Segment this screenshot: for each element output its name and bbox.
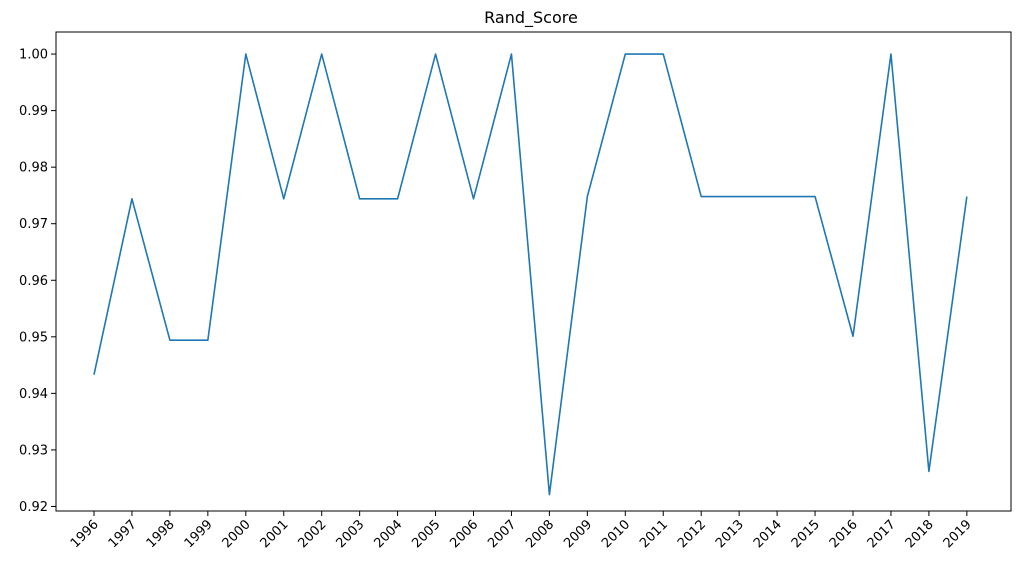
y-tick-label: 0.97 [19, 217, 48, 232]
plot-series [93, 53, 968, 496]
y-tick-label: 0.95 [19, 330, 48, 345]
x-tick-label: 2015 [789, 517, 823, 551]
x-tick-label: 2006 [447, 517, 481, 551]
x-tick-label: 2011 [637, 517, 671, 551]
x-tick-label: 2009 [561, 517, 595, 551]
x-axis: 1996 1997 1998 1999 2000 2001 2002 2003 2004 2005… [68, 511, 975, 551]
x-tick-label: 1998 [144, 517, 178, 551]
x-tick-label: 2007 [485, 517, 519, 551]
series-line-0 [93, 53, 968, 496]
x-tick-label: 2001 [258, 517, 292, 551]
x-tick-label: 2012 [675, 517, 709, 551]
x-tick-label: 2008 [523, 517, 557, 551]
y-axis: 0.92 0.93 0.94 0.95 0.96 0.97 0.98 0.99 1.00 [19, 48, 56, 515]
x-tick-label: 2017 [865, 517, 899, 551]
x-tick-label: 2013 [713, 517, 747, 551]
x-tick-label: 2002 [296, 517, 330, 551]
x-tick-label: 2000 [220, 517, 254, 551]
y-tick-label: 1.00 [19, 48, 48, 63]
x-tick-label: 2018 [903, 517, 937, 551]
x-tick-label: 2004 [371, 517, 405, 551]
x-tick-label: 2014 [751, 517, 785, 551]
x-tick-label: 1996 [68, 517, 102, 551]
y-tick-label: 0.99 [19, 104, 48, 119]
x-tick-label: 2016 [827, 517, 861, 551]
plot-frame [55, 31, 1012, 512]
x-tick-label: 1997 [106, 517, 140, 551]
y-tick-label: 0.92 [19, 500, 48, 515]
y-tick-label: 0.98 [19, 161, 48, 176]
y-tick-label: 0.94 [19, 387, 48, 402]
y-tick-label: 0.93 [19, 443, 48, 458]
x-tick-label: 1999 [182, 517, 216, 551]
x-tick-label: 2003 [333, 517, 367, 551]
x-tick-label: 2019 [941, 517, 975, 551]
x-tick-label: 2005 [409, 517, 443, 551]
y-tick-label: 0.96 [19, 274, 48, 289]
x-tick-label: 2010 [599, 517, 633, 551]
chart-title: Rand_Score [484, 8, 578, 28]
